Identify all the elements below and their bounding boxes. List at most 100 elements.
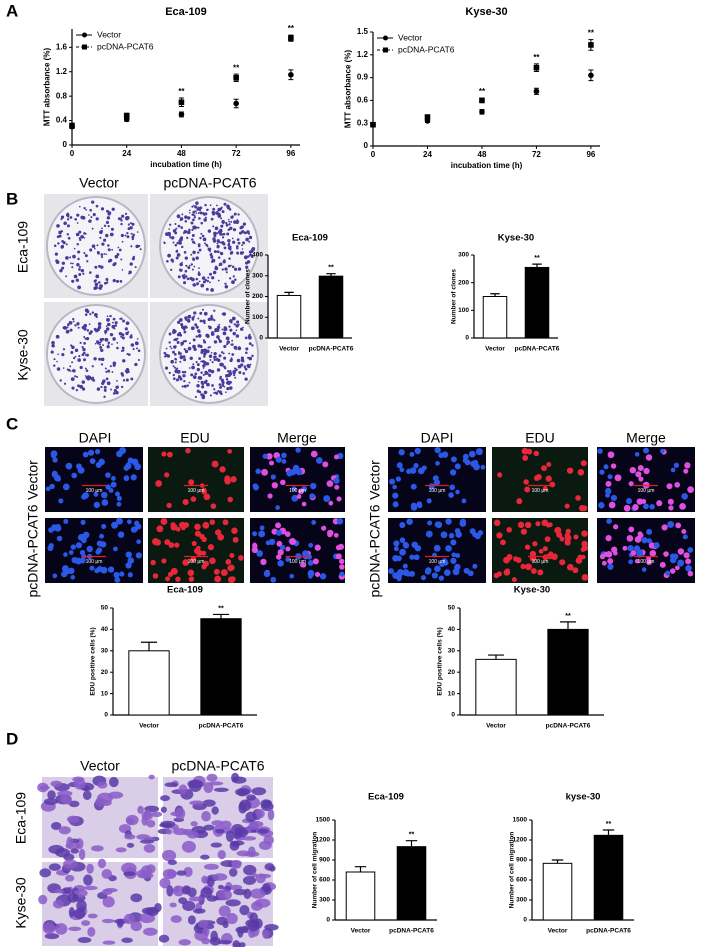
colony — [223, 365, 226, 368]
cell — [65, 462, 73, 470]
cell — [339, 558, 345, 565]
cell — [81, 537, 87, 544]
colony — [228, 223, 231, 226]
colony — [214, 391, 218, 394]
cell — [677, 559, 685, 567]
cell — [135, 523, 142, 530]
cell — [455, 531, 462, 538]
colony — [105, 253, 108, 256]
colony — [220, 224, 224, 228]
cell — [493, 572, 500, 579]
colony — [105, 370, 108, 373]
cell — [68, 926, 82, 932]
colony — [111, 207, 115, 211]
colony — [226, 204, 230, 208]
colony — [218, 383, 222, 386]
cell — [271, 482, 278, 489]
cell — [226, 912, 238, 925]
colony — [112, 337, 116, 341]
cell — [529, 550, 537, 558]
cell — [408, 570, 416, 577]
cell — [267, 493, 273, 499]
colony — [219, 251, 223, 255]
colony — [113, 327, 116, 330]
colony — [174, 369, 179, 374]
cell — [497, 472, 503, 478]
cell — [554, 526, 562, 534]
cell — [603, 464, 609, 470]
colony — [113, 262, 117, 266]
cell — [322, 461, 329, 468]
colony — [251, 246, 256, 251]
colony — [179, 268, 183, 272]
colony — [80, 268, 85, 273]
colony — [183, 379, 186, 383]
colony — [218, 323, 221, 326]
colony — [118, 331, 123, 336]
cell — [538, 548, 544, 554]
colony — [177, 341, 180, 344]
legend-marker — [383, 47, 388, 53]
cell — [409, 451, 415, 457]
colony — [65, 331, 68, 334]
cell — [336, 496, 342, 502]
cell — [455, 489, 460, 495]
colony — [98, 281, 101, 284]
cell — [81, 493, 87, 500]
colony — [104, 367, 107, 370]
colony — [176, 253, 181, 257]
colony — [227, 243, 230, 247]
cell — [108, 487, 114, 493]
colony — [229, 369, 232, 373]
cell — [89, 458, 96, 464]
colony — [178, 225, 181, 227]
colony — [236, 246, 239, 250]
colony — [76, 375, 79, 378]
colony — [216, 245, 220, 249]
colony — [86, 310, 90, 314]
cell — [58, 498, 64, 504]
cell — [251, 787, 267, 796]
colony — [173, 366, 176, 369]
colony — [107, 248, 111, 252]
colony — [197, 334, 202, 338]
colony — [205, 287, 209, 291]
colony — [183, 358, 187, 362]
cell — [522, 454, 529, 461]
colony — [216, 335, 220, 339]
colony — [232, 228, 237, 232]
colony — [91, 200, 95, 204]
colony — [192, 218, 195, 222]
marker — [588, 42, 594, 48]
cell — [116, 517, 123, 525]
marker — [178, 99, 185, 106]
cell — [314, 571, 321, 578]
cell — [334, 484, 340, 490]
colony — [193, 311, 197, 315]
colony — [179, 318, 183, 322]
colony — [206, 382, 210, 387]
cell — [182, 559, 190, 566]
colony — [188, 228, 191, 232]
colony — [66, 326, 69, 329]
cell — [399, 537, 406, 543]
colony — [225, 391, 227, 394]
marker — [479, 97, 485, 104]
colony — [81, 380, 86, 384]
cell — [242, 875, 257, 885]
colony — [226, 387, 230, 391]
cell — [276, 540, 283, 547]
cell — [187, 830, 199, 839]
cell — [101, 869, 113, 879]
colony — [195, 360, 198, 364]
cell — [311, 520, 317, 525]
colony — [210, 317, 214, 321]
cell — [227, 449, 233, 454]
colony — [238, 346, 241, 348]
colony — [237, 213, 240, 216]
cell — [45, 486, 51, 492]
x-tick-label: 72 — [232, 149, 241, 158]
colony — [110, 388, 112, 391]
cell — [610, 494, 618, 502]
colony — [66, 224, 70, 228]
